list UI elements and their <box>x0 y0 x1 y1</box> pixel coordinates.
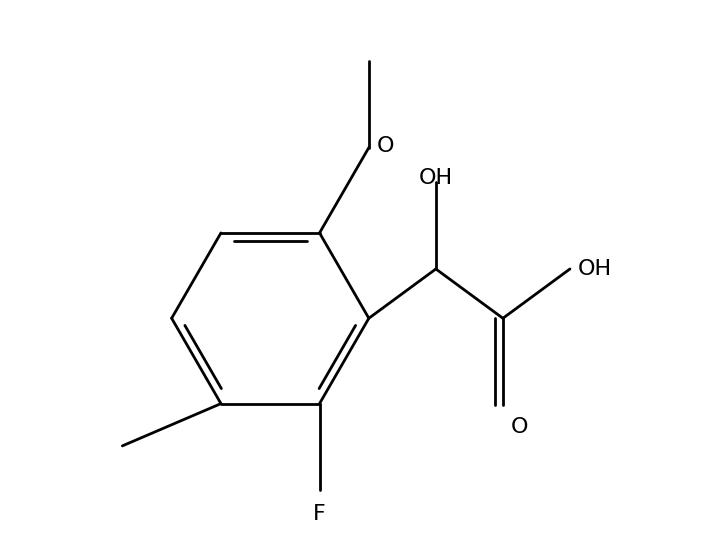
Text: O: O <box>511 417 528 437</box>
Text: F: F <box>313 505 326 524</box>
Text: OH: OH <box>419 168 453 189</box>
Text: O: O <box>377 136 394 156</box>
Text: OH: OH <box>578 259 612 279</box>
